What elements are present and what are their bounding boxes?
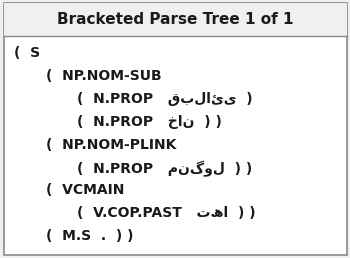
FancyBboxPatch shape (4, 3, 346, 255)
Text: (  N.PROP   قبلائی  ): ( N.PROP قبلائی ) (77, 92, 253, 106)
Text: Bracketed Parse Tree 1 of 1: Bracketed Parse Tree 1 of 1 (57, 12, 293, 27)
Text: (  VCMAIN: ( VCMAIN (46, 183, 124, 197)
Text: (  N.PROP   منگول  ) ): ( N.PROP منگول ) ) (77, 160, 252, 177)
FancyBboxPatch shape (4, 3, 346, 36)
Text: (  N.PROP   خان  ) ): ( N.PROP خان ) ) (77, 115, 222, 129)
Text: (  S: ( S (14, 46, 40, 60)
Text: (  NP.NOM-PLINK: ( NP.NOM-PLINK (46, 138, 176, 152)
Text: (  NP.NOM-SUB: ( NP.NOM-SUB (46, 69, 161, 83)
Text: (  V.COP.PAST   تھا  ) ): ( V.COP.PAST تھا ) ) (77, 206, 256, 220)
Text: (  M.S  .  ) ): ( M.S . ) ) (46, 229, 133, 243)
